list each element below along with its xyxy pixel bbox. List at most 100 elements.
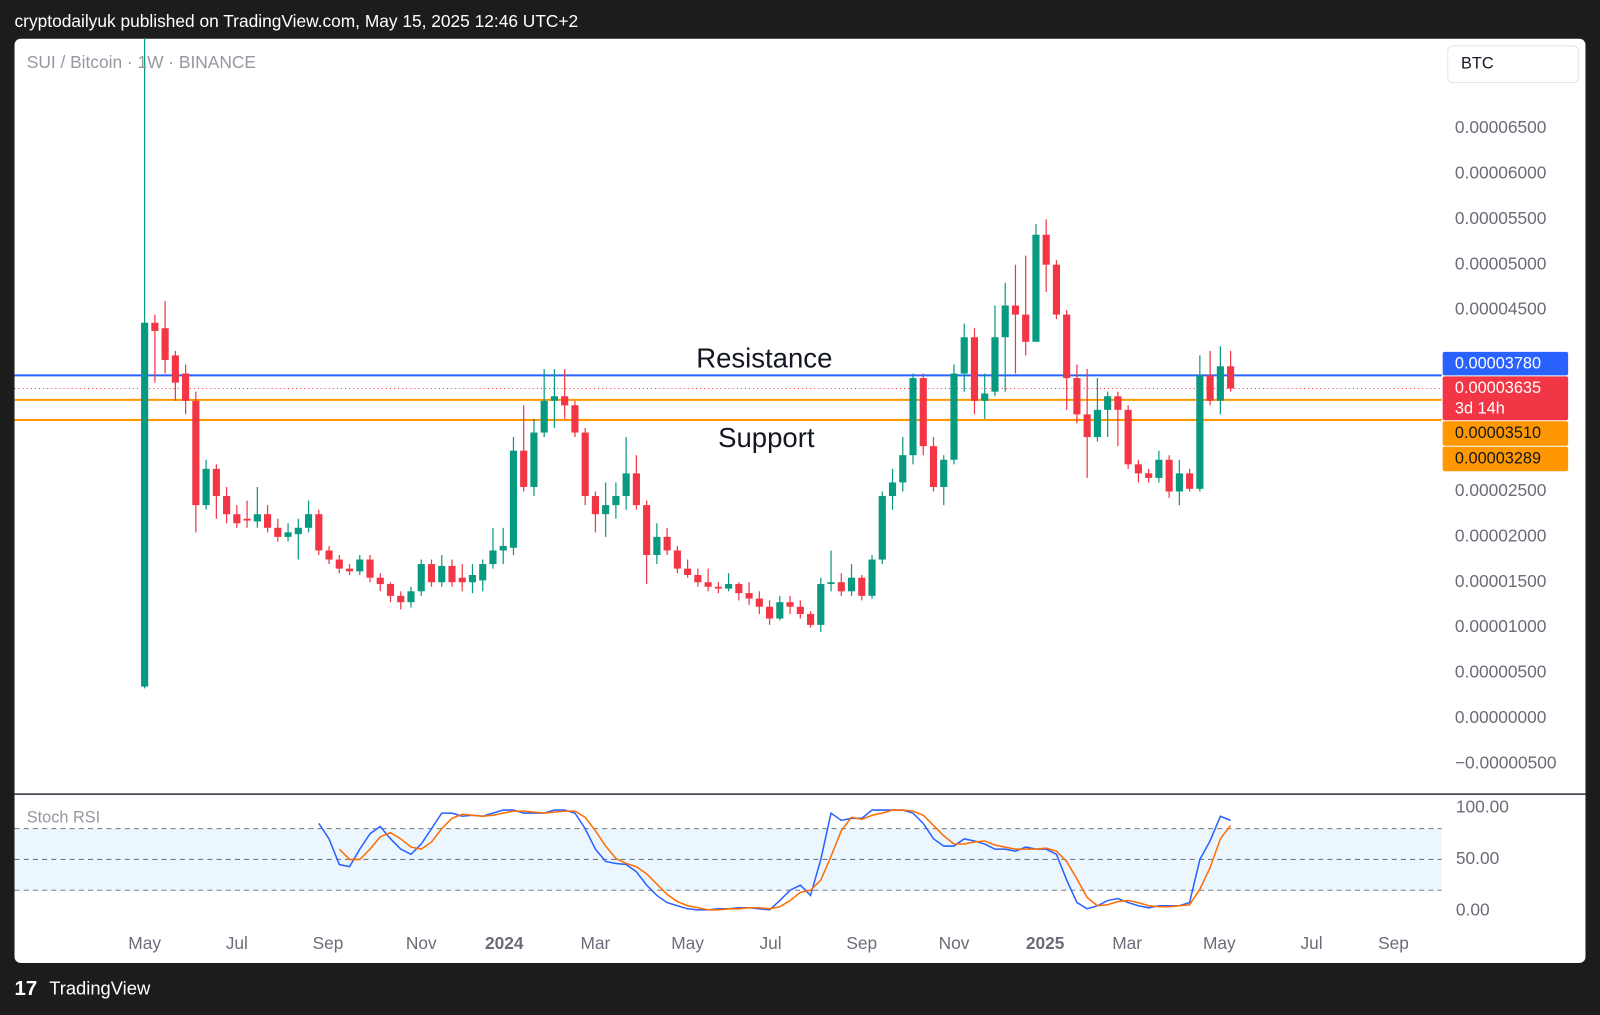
x-tick-label: May: [128, 933, 161, 953]
candle-body: [345, 568, 354, 572]
y-tick-label: −0.00000500: [1455, 752, 1557, 772]
candle-body: [192, 400, 200, 506]
candle-body: [981, 393, 989, 401]
x-tick-label: Mar: [1112, 933, 1142, 953]
candle-body: [499, 545, 507, 551]
candle-body: [1175, 473, 1183, 492]
x-tick-label: May: [671, 933, 704, 953]
candle-body: [366, 559, 374, 578]
support-annotation: Support: [718, 422, 815, 453]
candle-body: [1206, 375, 1214, 401]
candle-body: [1052, 264, 1061, 315]
candle-body: [202, 468, 210, 506]
candle-body: [786, 602, 794, 607]
stoch-title: Stoch RSI: [27, 808, 100, 826]
y-tick-label: 0.00001000: [1455, 616, 1547, 636]
candle-body: [141, 322, 149, 687]
candle-body: [1104, 396, 1112, 410]
y-tick-label: 0.00002500: [1455, 480, 1547, 500]
level-label-box: [1442, 446, 1569, 472]
candle-body: [653, 536, 661, 556]
candle-body: [438, 565, 446, 583]
candle-body: [561, 396, 569, 406]
y-tick-label: 0.00002000: [1455, 525, 1547, 545]
x-tick-label: Mar: [580, 933, 610, 953]
stoch-tick-label: 0.00: [1456, 899, 1490, 919]
x-tick-label: 2024: [485, 933, 524, 953]
x-tick-label: Nov: [939, 933, 970, 953]
y-tick-label: 0.00001500: [1455, 571, 1547, 591]
candle-body: [304, 514, 313, 528]
candle-body: [929, 446, 938, 487]
candle-body: [530, 432, 538, 487]
resistance-annotation: Resistance: [696, 342, 832, 373]
footer-brand: TradingView: [49, 977, 151, 998]
candle-body: [479, 564, 487, 581]
candle-body: [489, 550, 497, 565]
candle-body: [550, 396, 559, 401]
candle-body: [878, 496, 886, 560]
candle-body: [223, 496, 231, 515]
y-tick-label: 0.00000000: [1455, 707, 1547, 727]
candle-body: [581, 432, 589, 497]
candle-body: [417, 564, 425, 592]
candle-body: [1124, 409, 1132, 465]
candle-body: [253, 514, 261, 522]
logo-mark: 17: [15, 978, 38, 1000]
candle-body: [171, 355, 179, 383]
currency-box[interactable]: [1447, 45, 1579, 84]
plot-layer: 100.00 50.00 0.00 −0.00000500 0.00000000 0.00…: [14, 37, 1557, 953]
candle-body: [735, 584, 743, 594]
x-tick-label: Sep: [313, 933, 344, 953]
candle-body: [1196, 375, 1204, 489]
candle-body: [1042, 234, 1050, 265]
candle-body: [1011, 305, 1020, 315]
y-tick-label: 0.00006500: [1455, 117, 1547, 137]
candle-body: [386, 584, 395, 596]
candle-body: [755, 598, 763, 607]
level-label-box: [1442, 421, 1569, 446]
candle-body: [1155, 459, 1163, 478]
candle-body: [858, 577, 866, 596]
x-tick-label: Sep: [1378, 933, 1409, 953]
candle-body: [427, 564, 436, 583]
level-label: 0.00003780: [1455, 354, 1541, 372]
chart-panel: [14, 38, 1586, 963]
candle-body: [817, 584, 825, 625]
candle-body: [796, 606, 804, 614]
candle-body: [745, 593, 753, 599]
candle-body: [1227, 366, 1235, 389]
x-tick-label: 2025: [1026, 933, 1065, 953]
x-tick-label: May: [1203, 933, 1236, 953]
candle-body: [151, 322, 159, 331]
last-price-label: 0.00003635: [1455, 379, 1541, 397]
candle-body: [356, 559, 364, 572]
candle-body: [1022, 314, 1030, 342]
x-tick-label: Sep: [846, 933, 877, 953]
candle-body: [684, 568, 692, 575]
candle-body: [1073, 378, 1081, 415]
candle-body: [714, 586, 722, 589]
candle-body: [612, 496, 620, 506]
candle-body: [1134, 464, 1142, 474]
candle-body: [1083, 414, 1091, 438]
candle-body: [776, 602, 784, 619]
level-label: 0.00003510: [1455, 424, 1541, 442]
candle-body: [1063, 314, 1071, 379]
candle-body: [1093, 409, 1101, 438]
candle-body: [294, 527, 302, 535]
currency-label: BTC: [1461, 55, 1494, 73]
candle-body: [960, 337, 968, 374]
candle-body: [448, 565, 456, 583]
candle-body: [909, 378, 917, 456]
candle-body: [284, 532, 292, 537]
candle-body: [940, 459, 948, 487]
candle-body: [725, 584, 733, 589]
candle-body: [1114, 396, 1122, 410]
candle-body: [970, 337, 979, 401]
candle-body: [397, 595, 405, 603]
candle-body: [704, 582, 712, 587]
last-price-box: [1442, 376, 1569, 421]
